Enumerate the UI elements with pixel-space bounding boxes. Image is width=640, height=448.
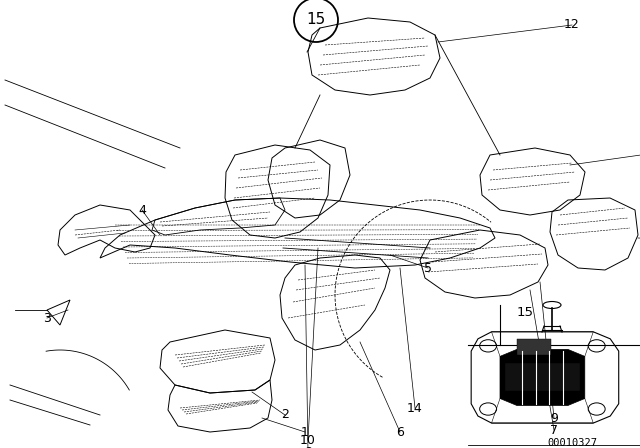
Text: 10: 10 xyxy=(300,434,316,447)
Text: 2: 2 xyxy=(281,409,289,422)
Ellipse shape xyxy=(543,302,561,309)
Text: 15: 15 xyxy=(307,13,326,27)
Polygon shape xyxy=(517,339,551,355)
Text: 7: 7 xyxy=(550,423,558,436)
Text: 14: 14 xyxy=(407,401,423,414)
Text: 3: 3 xyxy=(43,311,51,324)
Text: 00010327: 00010327 xyxy=(547,438,597,448)
Text: 6: 6 xyxy=(396,426,404,439)
Text: 1: 1 xyxy=(301,426,309,439)
Text: 12: 12 xyxy=(564,18,580,31)
Text: 8: 8 xyxy=(304,445,312,448)
Text: 4: 4 xyxy=(138,203,146,216)
Text: 5: 5 xyxy=(424,262,432,275)
Text: 9: 9 xyxy=(550,412,558,425)
Polygon shape xyxy=(505,363,580,392)
Polygon shape xyxy=(500,349,585,405)
Text: 15: 15 xyxy=(516,306,534,319)
